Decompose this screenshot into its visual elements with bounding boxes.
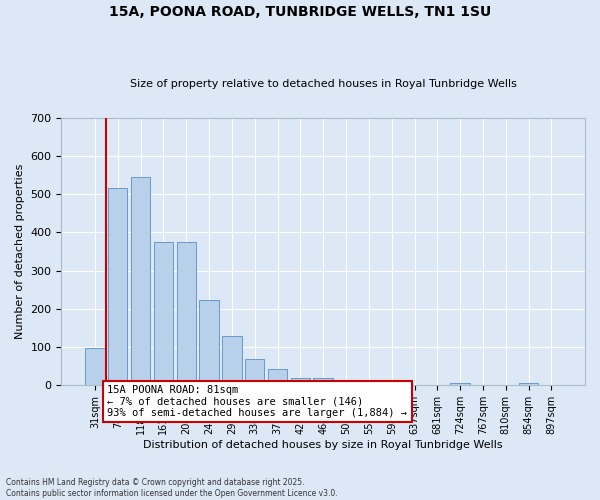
Bar bbox=[222, 336, 242, 386]
Y-axis label: Number of detached properties: Number of detached properties bbox=[15, 164, 25, 339]
Text: 15A, POONA ROAD, TUNBRIDGE WELLS, TN1 1SU: 15A, POONA ROAD, TUNBRIDGE WELLS, TN1 1S… bbox=[109, 5, 491, 19]
Bar bbox=[268, 369, 287, 386]
Bar bbox=[337, 381, 356, 386]
Bar bbox=[451, 384, 470, 386]
Bar bbox=[359, 381, 379, 386]
Bar bbox=[176, 242, 196, 386]
Bar bbox=[313, 378, 333, 386]
Title: Size of property relative to detached houses in Royal Tunbridge Wells: Size of property relative to detached ho… bbox=[130, 79, 517, 89]
Bar bbox=[85, 348, 104, 386]
Bar bbox=[199, 300, 219, 386]
Bar bbox=[108, 188, 127, 386]
Bar bbox=[154, 242, 173, 386]
Bar bbox=[519, 384, 538, 386]
Text: 15A POONA ROAD: 81sqm
← 7% of detached houses are smaller (146)
93% of semi-deta: 15A POONA ROAD: 81sqm ← 7% of detached h… bbox=[107, 385, 407, 418]
X-axis label: Distribution of detached houses by size in Royal Tunbridge Wells: Distribution of detached houses by size … bbox=[143, 440, 503, 450]
Text: Contains HM Land Registry data © Crown copyright and database right 2025.
Contai: Contains HM Land Registry data © Crown c… bbox=[6, 478, 338, 498]
Bar bbox=[245, 358, 265, 386]
Bar bbox=[131, 177, 150, 386]
Bar bbox=[290, 378, 310, 386]
